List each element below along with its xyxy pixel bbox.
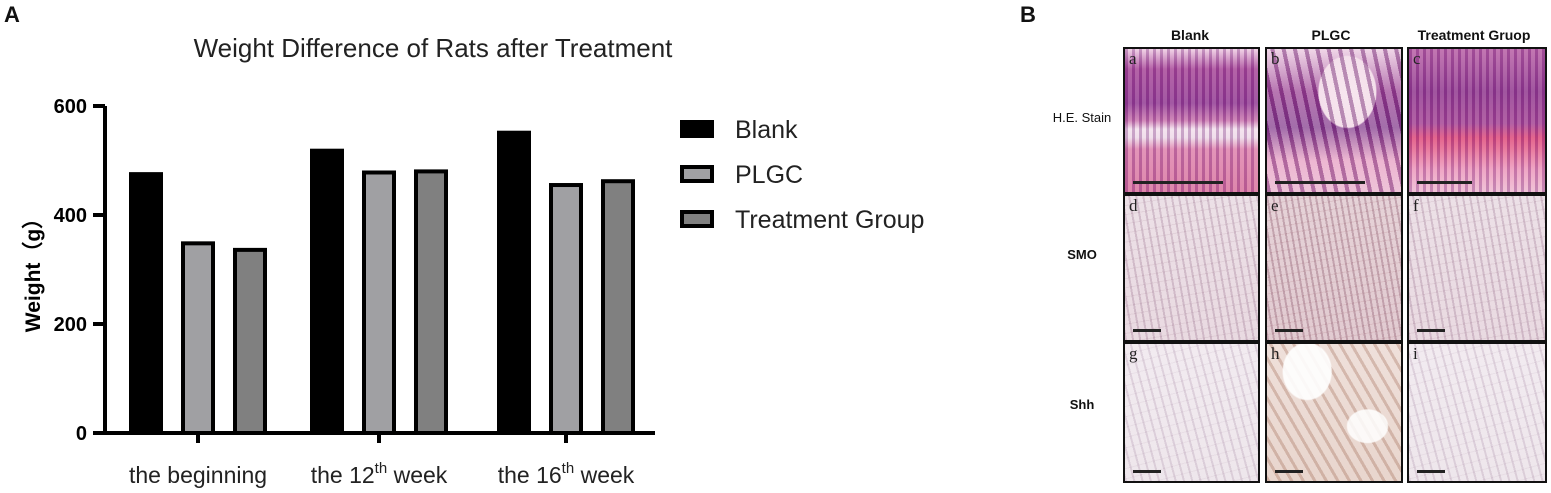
y-tick-label: 600 [54, 96, 87, 118]
x-tick-label: the 16th week [498, 460, 635, 488]
micrograph-tag: h [1271, 344, 1280, 363]
bar-treatment-group-0 [233, 247, 267, 435]
bar-treatment-group-2 [601, 179, 635, 435]
micrograph-image: a [1123, 47, 1260, 194]
scale-bar [1417, 470, 1445, 473]
y-axis-label: Weight（g） [21, 208, 45, 332]
panel-label-a: A [4, 2, 20, 27]
micrograph-column-header: Blank [1170, 27, 1210, 43]
x-tick-label: the beginning [129, 462, 267, 488]
micrograph-row-header: H.E. Stain [1052, 110, 1112, 125]
scale-bar [1275, 470, 1303, 473]
legend-label: PLGC [735, 161, 803, 189]
scale-bar [1275, 181, 1365, 184]
bar-blank-2 [497, 130, 531, 436]
legend-swatch [680, 210, 714, 228]
legend-label: Treatment Group [735, 206, 924, 234]
bar-chart: Weight Difference of Rats after Treatmen… [21, 33, 924, 488]
y-tick-label: 0 [76, 423, 87, 445]
bar-treatment-group-1 [414, 169, 448, 435]
bar-plgc-2 [549, 183, 583, 435]
scale-bar [1133, 470, 1161, 473]
panel-label-b: B [1020, 2, 1036, 27]
micrograph-tag: a [1129, 49, 1137, 68]
micrograph-image: i [1407, 342, 1547, 483]
bar-blank-1 [310, 148, 344, 435]
legend-swatch [680, 120, 714, 138]
micrograph-tag: b [1271, 49, 1280, 68]
x-tick-labels: the beginning the 12th week the 16th week [129, 433, 635, 488]
micrograph-image: c [1407, 47, 1547, 194]
y-tick-label: 400 [54, 205, 87, 227]
scale-bar [1133, 329, 1161, 332]
scale-bar [1275, 329, 1303, 332]
micrograph-tag: g [1129, 344, 1138, 363]
micrograph-image: f [1407, 194, 1547, 342]
micrograph-tag: c [1413, 49, 1421, 68]
bar-plgc-0 [181, 241, 215, 435]
micrograph-tag: f [1413, 196, 1419, 215]
scale-bar [1417, 329, 1445, 332]
micrograph-row-header: SMO [1067, 247, 1097, 262]
scale-bar [1417, 181, 1472, 184]
micrograph-image: h [1265, 342, 1403, 483]
scale-bar [1133, 181, 1223, 184]
y-tick-label: 200 [54, 314, 87, 336]
micrograph-image: g [1123, 342, 1260, 483]
micrograph-image: b [1265, 47, 1403, 194]
bar-blank-0 [129, 172, 163, 435]
micrograph-row-header: Shh [1069, 397, 1095, 412]
micrograph-tag: e [1271, 196, 1279, 215]
legend-swatch [680, 165, 714, 183]
micrograph-column-header: PLGC [1311, 27, 1351, 43]
micrograph-tag: d [1129, 196, 1138, 215]
chart-legend: Blank PLGC Treatment Group [680, 116, 924, 234]
micrograph-image: e [1265, 194, 1403, 342]
micrograph-tag: i [1413, 344, 1418, 363]
micrograph-column-header: Treatment Gruop [1417, 27, 1531, 43]
x-tick-label: the 12th week [311, 460, 448, 488]
micrograph-image: d [1123, 194, 1260, 342]
bars-group [129, 130, 635, 436]
chart-title: Weight Difference of Rats after Treatmen… [194, 33, 674, 63]
legend-label: Blank [735, 116, 798, 144]
bar-plgc-1 [362, 170, 396, 436]
